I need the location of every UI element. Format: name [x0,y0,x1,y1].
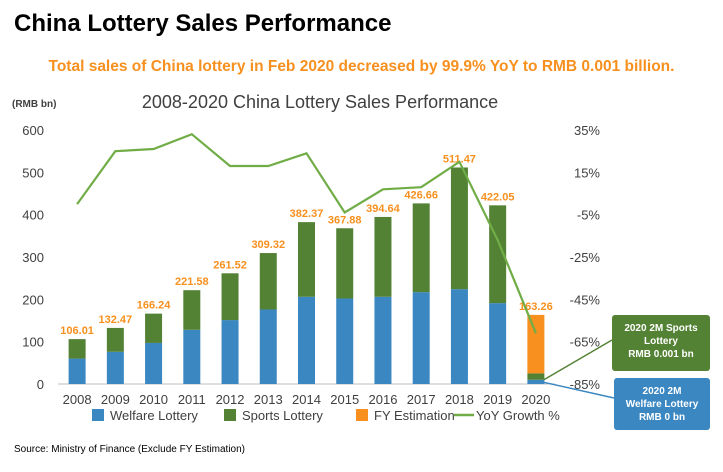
welfare-bar [106,351,124,384]
x-tick-label: 2015 [330,392,359,407]
welfare-bar [450,289,468,384]
y2-tick-label: -65% [570,335,601,350]
sports-bar [145,313,163,343]
bar-total-label: 106.01 [60,325,94,337]
yoy-growth-polyline [76,132,537,334]
legend-label: YoY Growth % [476,408,560,423]
legend-swatch [92,409,104,421]
legend-swatch [356,409,368,421]
x-tick-label: 2018 [445,392,474,407]
sports-bar [68,339,86,359]
x-tick-label: 2008 [63,392,92,407]
bar-total-label: 261.52 [213,259,247,271]
callout-text: 2020 2M Sports [624,323,698,334]
x-tick-label: 2017 [407,392,436,407]
welfare-callout-pointer [543,381,615,399]
y-unit-label: (RMB bn) [12,99,56,110]
yoy-growth-line [76,132,537,334]
sports-bar [183,290,201,330]
x-tick-label: 2011 [178,392,206,407]
welfare-bar [412,292,430,384]
welfare-callout-box [614,378,710,430]
lottery-sales-chart: 2008-2020 China Lottery Sales Performanc… [12,92,710,430]
bars [68,167,545,384]
bar-total-label: 221.58 [175,276,209,288]
sports-bar [106,327,124,352]
callout-text: RMB 0 bn [639,412,685,423]
sports-callout-box [612,315,710,371]
bar-total-label: 367.88 [328,214,362,226]
headline: Total sales of China lottery in Feb 2020… [48,58,675,75]
legend-swatch [224,409,236,421]
bar-total-label: 422.05 [481,191,515,203]
source-note: Source: Ministry of Finance (Exclude FY … [14,444,246,455]
welfare-bar [145,342,163,384]
welfare-bar [68,358,86,384]
y-tick-label: 300 [22,250,44,265]
chart-title: 2008-2020 China Lottery Sales Performanc… [142,92,498,112]
callout-text: 2020 2M [643,386,682,397]
x-tick-label: 2016 [369,392,398,407]
legend: Welfare Lottery Sports Lottery FY Estimati… [92,408,560,423]
sports-bar [221,273,239,321]
callouts: 2020 2M Sports Lottery RMB 0.001 bn 2020 2M… [543,315,710,430]
x-tick-label: 2009 [101,392,130,407]
welfare-bar [489,303,507,384]
x-axis: 2008 2009 2010 2011 2012 2013 2014 2015 2016 2017… [58,383,555,407]
callout-text: RMB 0.001 bn [628,349,694,360]
sports-bar [412,203,430,293]
y2-tick-label: -25% [570,250,601,265]
y2-tick-label: -5% [577,208,601,223]
bar-total-label: 382.37 [290,208,324,220]
y-axis: 0 100 200 300 400 500 600 [22,123,44,392]
y2-tick-label: -85% [570,377,601,392]
y-tick-label: 0 [37,377,44,392]
callout-text: Lottery [644,336,678,347]
bar-total-label: 426.66 [404,189,438,201]
y-tick-label: 100 [22,335,44,350]
x-tick-label: 2020 [521,392,550,407]
x-tick-label: 2013 [254,392,283,407]
welfare-bar [298,296,315,384]
x-tick-label: 2010 [139,392,168,407]
bar-total-label: 511.47 [443,153,476,165]
y2-tick-label: 35% [574,123,600,138]
welfare-bar [527,379,545,384]
x-tick-label: 2014 [292,392,321,407]
y-tick-label: 400 [22,208,44,223]
sports-bar [450,167,468,290]
y2-tick-label: -45% [570,292,601,307]
sports-bar [259,253,277,310]
sports-bar [527,373,545,380]
fy-estimation-bar [527,314,545,374]
legend-label: FY Estimation [374,408,455,423]
sports-callout-pointer [543,339,613,381]
welfare-bar [374,296,392,384]
welfare-bar [336,298,354,384]
sports-bar [336,228,354,299]
x-tick-label: 2012 [216,392,245,407]
y-tick-label: 500 [22,165,44,180]
y2-tick-label: 15% [574,165,600,180]
bar-total-label: 394.64 [366,203,401,215]
welfare-bar [183,329,201,384]
x-tick-label: 2019 [483,392,512,407]
welfare-bar [259,309,277,384]
y-tick-label: 600 [22,123,44,138]
sports-bar [298,222,315,297]
y-tick-label: 200 [22,292,44,307]
bar-total-label: 309.32 [251,239,285,251]
sports-bar [374,216,392,297]
callout-text: Welfare Lottery [626,399,699,410]
legend-label: Welfare Lottery [110,408,198,423]
page-title: China Lottery Sales Performance [14,10,392,37]
secondary-y-axis: 35% 15% -5% -25% -45% -65% -85% [570,123,601,392]
legend-label: Sports Lottery [242,408,323,423]
bar-total-label: 166.24 [137,300,172,312]
welfare-bar [221,320,239,384]
bar-total-label: 132.47 [99,314,133,326]
